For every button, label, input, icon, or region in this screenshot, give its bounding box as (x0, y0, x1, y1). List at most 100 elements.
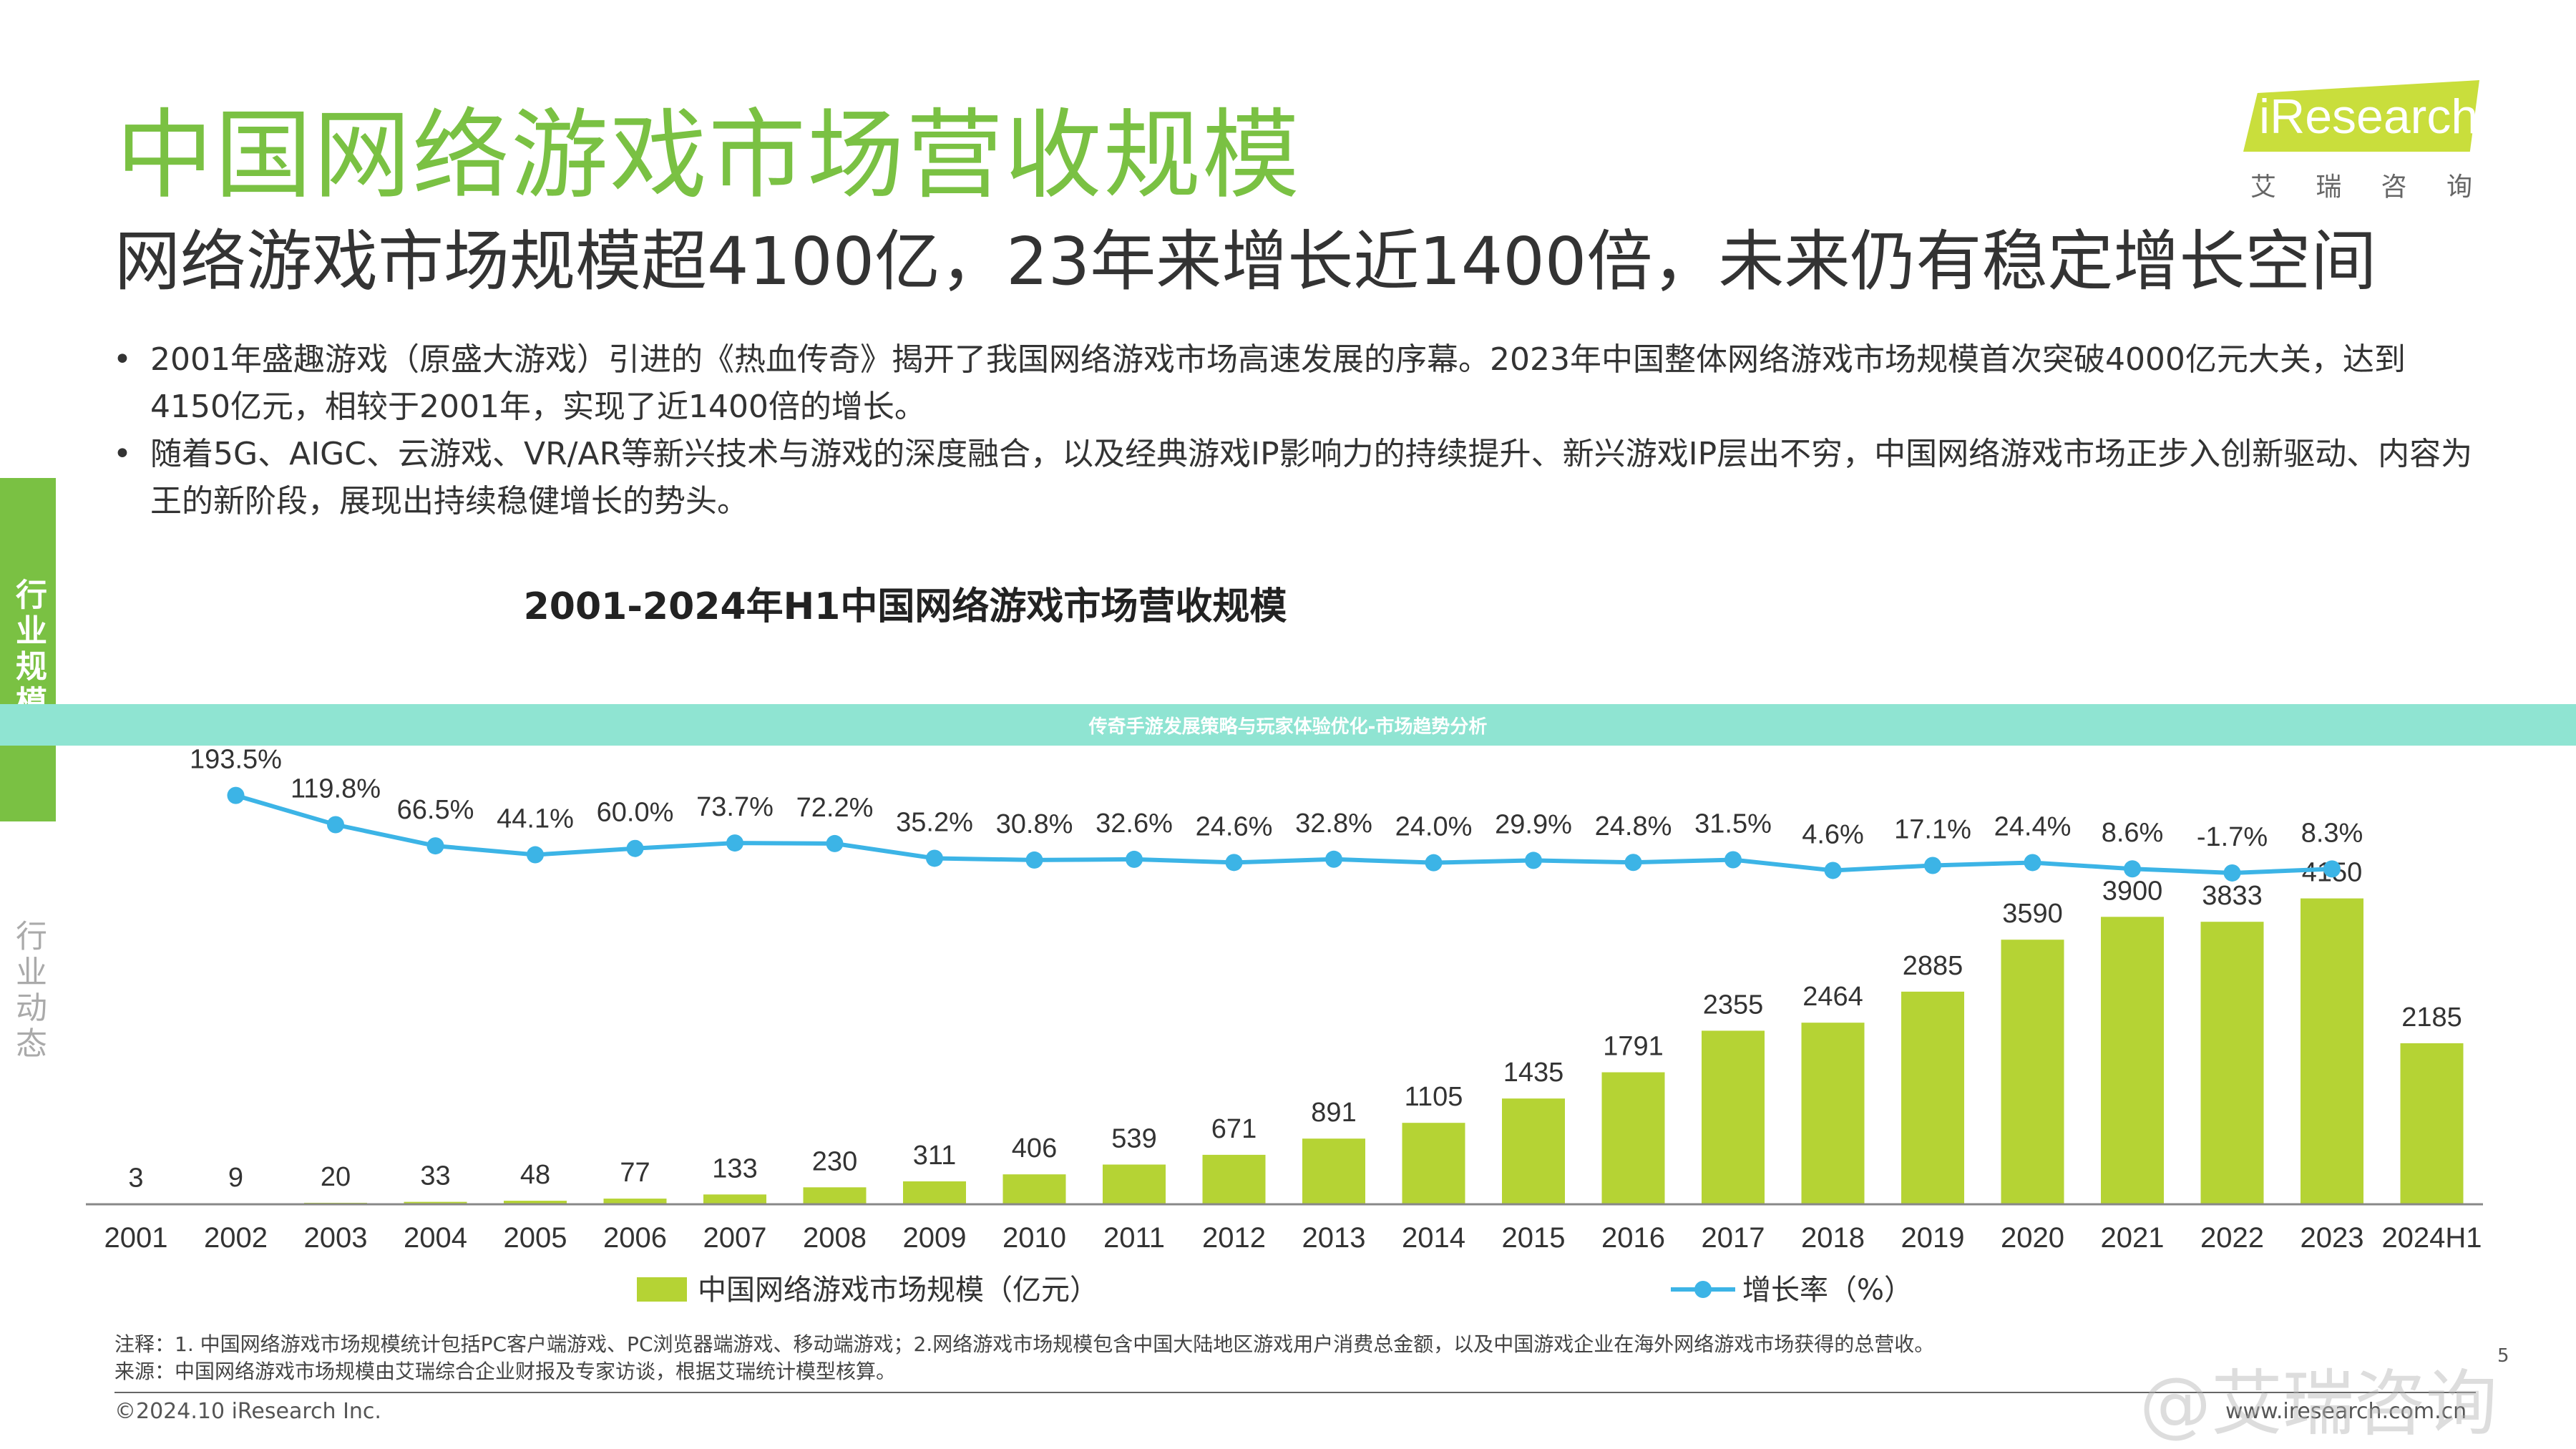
logo-sub-char: 瑞 (2316, 172, 2342, 202)
growth-rate-label: 119.8% (291, 774, 381, 804)
growth-rate-point (2323, 860, 2341, 878)
copyright: ©2024.10 iResearch Inc. (114, 1399, 381, 1424)
chart-notes: 注释：1. 中国网络游戏市场规模统计包括PC客户端游戏、PC浏览器端游戏、移动端… (114, 1331, 2476, 1385)
bar-value-label: 406 (1012, 1133, 1057, 1163)
growth-rate-point (1126, 850, 1143, 868)
bar-value-label: 133 (712, 1153, 757, 1184)
growth-rate-point (426, 837, 444, 855)
growth-rate-label: 35.2% (896, 807, 973, 837)
growth-rate-point (1924, 857, 1941, 874)
note-text: 注释：1. 中国网络游戏市场规模统计包括PC客户端游戏、PC浏览器端游戏、移动端… (114, 1332, 1935, 1356)
x-tick-label: 2011 (1103, 1222, 1165, 1254)
growth-rate-label: 31.5% (1694, 809, 1772, 839)
bar (1103, 1164, 1166, 1204)
bar-value-label: 2885 (1903, 951, 1963, 981)
x-tick-label: 2005 (504, 1222, 567, 1254)
side-tab-industry-news[interactable]: 行业动态 (0, 919, 56, 1091)
bar-value-label: 1435 (1503, 1058, 1564, 1088)
logo-subtitle: 艾 瑞 咨 询 (2243, 166, 2479, 203)
growth-rate-label: 193.5% (190, 745, 282, 775)
growth-rate-label: 29.9% (1495, 809, 1572, 839)
x-tick-label: 2021 (2101, 1222, 2165, 1254)
growth-rate-line (235, 793, 2333, 875)
growth-rate-label: 30.8% (996, 809, 1073, 839)
x-tick-label: 2010 (1002, 1222, 1066, 1254)
growth-rate-label: 24.6% (1196, 811, 1273, 841)
bar-value-label: 891 (1311, 1098, 1356, 1128)
growth-rate-label: 24.0% (1395, 812, 1473, 842)
bar-value-label: 671 (1211, 1114, 1257, 1144)
bar-value-label: 2185 (2401, 1002, 2462, 1033)
growth-rate-point (1225, 854, 1243, 872)
growth-rate-point (1325, 850, 1342, 868)
bar (703, 1194, 766, 1204)
growth-rate-point (826, 834, 844, 852)
growth-rate-point (1724, 851, 1742, 869)
source-text: 来源：中国网络游戏市场规模由艾瑞综合企业财报及专家访谈，根据艾瑞统计模型核算。 (114, 1360, 897, 1383)
growth-rate-label: 32.8% (1295, 809, 1372, 839)
growth-rate-label: 73.7% (696, 792, 774, 822)
iresearch-logo: iResearch 艾 瑞 咨 询 (2243, 80, 2479, 202)
growth-rate-point (1425, 854, 1443, 872)
bullet-item: 随着5G、AIGC、云游戏、VR/AR等新兴技术与游戏的深度融合，以及经典游戏I… (107, 431, 2476, 525)
bar (1402, 1123, 1465, 1204)
bar (1002, 1174, 1066, 1204)
bar (404, 1201, 467, 1204)
bar-value-label: 33 (420, 1161, 450, 1191)
bar-value-label: 230 (812, 1146, 857, 1176)
bar (1601, 1072, 1665, 1204)
growth-rate-label: 66.5% (397, 795, 474, 825)
growth-rate-point (926, 849, 943, 867)
x-tick-label: 2019 (1901, 1222, 1965, 1254)
logo-sub-char: 询 (2446, 172, 2472, 202)
side-tab-industry-scale[interactable]: 行业规模 (0, 478, 56, 821)
bar (504, 1201, 567, 1204)
growth-rate-point (1025, 851, 1043, 869)
bar (603, 1199, 667, 1204)
footer-divider (114, 1392, 2476, 1393)
growth-rate-point (1824, 862, 1842, 879)
page-number: 5 (2497, 1345, 2509, 1367)
bar-value-label: 1105 (1405, 1082, 1463, 1112)
x-tick-label: 2024H1 (2381, 1222, 2482, 1254)
bar (1302, 1138, 1365, 1204)
bar-value-label: 9 (228, 1163, 243, 1193)
website-url: www.iresearch.com.cn (2225, 1399, 2467, 1424)
growth-rate-label: 44.1% (497, 804, 574, 834)
bar-value-label: 3 (128, 1163, 143, 1194)
bar (2200, 922, 2264, 1204)
legend-label-line: 增长率（%） (1742, 1274, 1913, 1307)
x-tick-label: 2020 (2001, 1222, 2064, 1254)
watermark: @艾瑞咨询 (2140, 1362, 2497, 1445)
x-tick-label: 2013 (1302, 1222, 1366, 1254)
x-tick-label: 2012 (1202, 1222, 1266, 1254)
bar-value-label: 2464 (1802, 982, 1863, 1012)
growth-rate-label: 60.0% (597, 798, 674, 828)
growth-rate-label: 17.1% (1894, 815, 1971, 845)
logo-mark (2243, 80, 2479, 152)
x-tick-label: 2023 (2301, 1222, 2364, 1254)
growth-rate-point (327, 816, 344, 834)
bar-value-label: 311 (913, 1141, 957, 1171)
bar-value-label: 3900 (2102, 876, 2163, 906)
growth-rate-label: 8.3% (2301, 818, 2363, 848)
growth-rate-point (1624, 854, 1642, 872)
x-tick-label: 2006 (603, 1222, 667, 1254)
bar (803, 1187, 867, 1204)
growth-rate-label: 72.2% (796, 793, 874, 823)
x-tick-label: 2008 (803, 1222, 867, 1254)
logo-brand: iResearch (2259, 89, 2479, 144)
bar (903, 1181, 966, 1204)
bullet-list: 2001年盛趣游戏（原盛大游戏）引进的《热血传奇》揭开了我国网络游戏市场高速发展… (107, 336, 2476, 525)
growth-rate-point (2024, 854, 2041, 872)
x-tick-label: 2001 (104, 1222, 168, 1254)
x-tick-label: 2022 (2200, 1222, 2264, 1254)
logo-sub-char: 艾 (2250, 172, 2277, 202)
overlay-banner[interactable]: 传奇手游发展策略与玩家体验优化-市场趋势分析 (0, 704, 2576, 746)
legend-swatch-point (1694, 1281, 1712, 1298)
growth-rate-point (626, 839, 644, 857)
x-tick-label: 2007 (703, 1222, 767, 1254)
x-tick-label: 2002 (204, 1222, 268, 1254)
bar-value-label: 539 (1111, 1123, 1156, 1153)
